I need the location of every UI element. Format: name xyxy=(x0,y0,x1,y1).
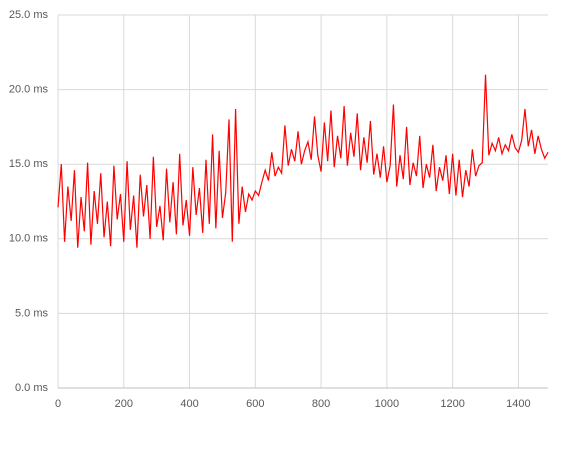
x-tick-label: 1000 xyxy=(375,398,399,410)
line-series xyxy=(57,74,549,248)
y-tick-label: 0.0 ms xyxy=(15,382,49,394)
x-tick-label: 400 xyxy=(180,398,198,410)
x-tick-label: 1200 xyxy=(440,398,464,410)
x-tick-label: 600 xyxy=(246,398,264,410)
y-tick-label: 20.0 ms xyxy=(9,84,49,96)
y-tick-label: 15.0 ms xyxy=(9,158,49,170)
y-tick-label: 10.0 ms xyxy=(9,233,49,245)
x-tick-label: 0 xyxy=(55,398,61,410)
y-tick-label: 25.0 ms xyxy=(9,9,49,21)
x-tick-label: 200 xyxy=(115,398,133,410)
y-tick-label: 5.0 ms xyxy=(15,307,49,319)
x-tick-label: 1400 xyxy=(506,398,530,410)
x-tick-label: 800 xyxy=(312,398,330,410)
